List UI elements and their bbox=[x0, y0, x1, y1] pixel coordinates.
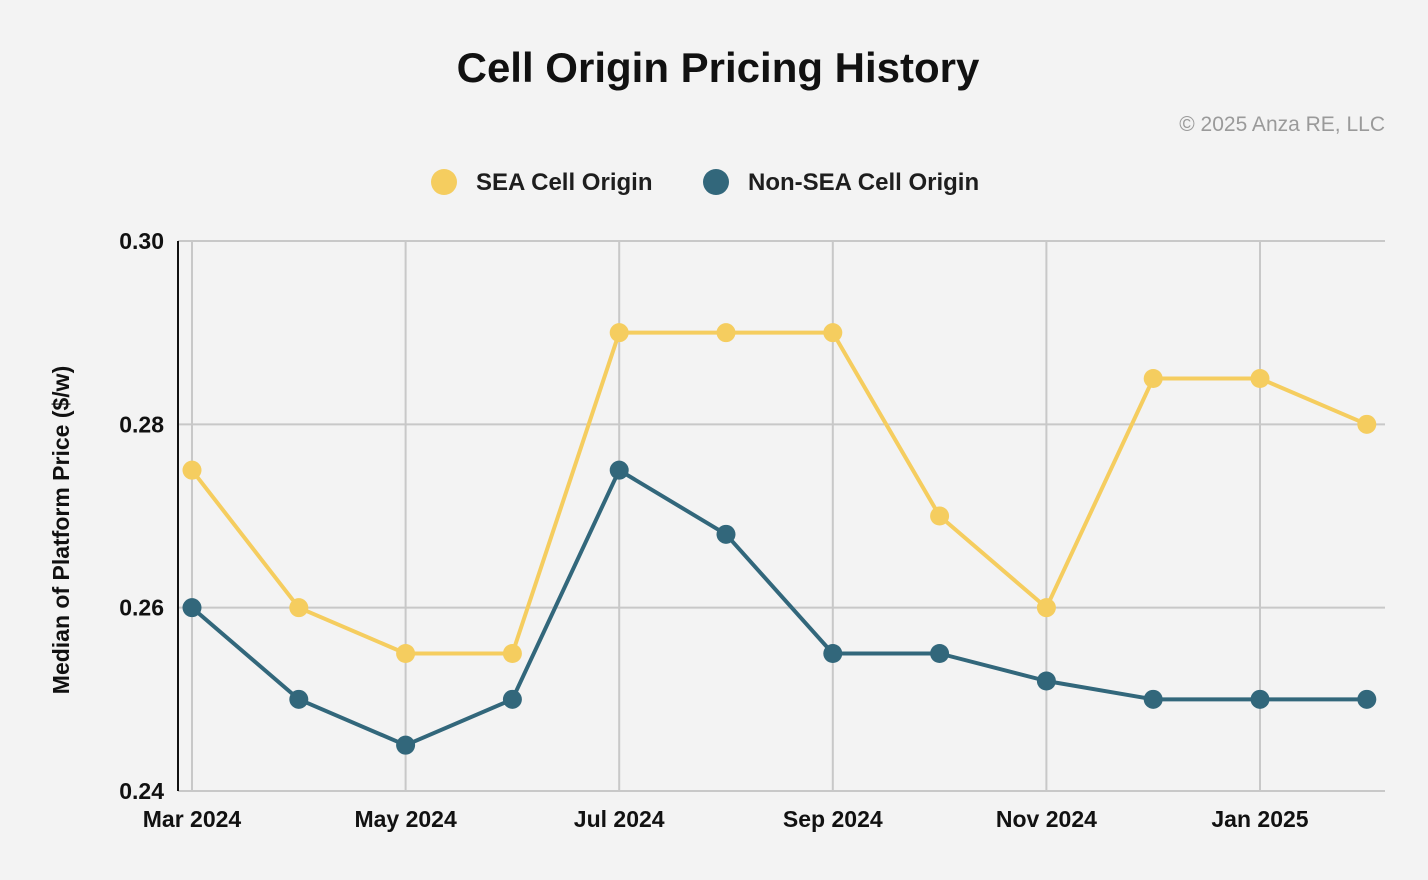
data-point-non-sea bbox=[396, 735, 416, 755]
data-point-non-sea bbox=[182, 598, 202, 618]
data-point-non-sea bbox=[289, 689, 309, 709]
data-point-sea bbox=[609, 323, 629, 343]
x-tick-label: Mar 2024 bbox=[143, 806, 242, 832]
x-tick-label: Jul 2024 bbox=[574, 806, 665, 832]
legend-label-non-sea: Non-SEA Cell Origin bbox=[748, 169, 979, 196]
data-point-non-sea bbox=[716, 524, 736, 544]
data-point-non-sea bbox=[1250, 689, 1270, 709]
data-point-sea bbox=[930, 506, 950, 526]
y-tick-label: 0.26 bbox=[119, 595, 164, 621]
y-axis-title: Median of Platform Price ($/w) bbox=[48, 366, 74, 694]
data-point-non-sea bbox=[502, 689, 522, 709]
series-line-sea bbox=[190, 330, 1369, 656]
data-point-sea bbox=[502, 644, 522, 663]
data-point-sea bbox=[396, 644, 416, 663]
legend-swatch-sea bbox=[431, 169, 457, 195]
data-point-sea bbox=[823, 323, 843, 343]
data-point-sea bbox=[716, 323, 736, 343]
chart-title: Cell Origin Pricing History bbox=[457, 44, 980, 91]
legend-swatch-non-sea bbox=[703, 169, 729, 195]
legend-label-sea: SEA Cell Origin bbox=[476, 169, 652, 196]
data-point-sea bbox=[182, 460, 202, 480]
x-tick-label: May 2024 bbox=[354, 806, 457, 832]
legend: SEA Cell Origin Non-SEA Cell Origin bbox=[431, 169, 979, 196]
data-point-non-sea bbox=[1036, 671, 1056, 691]
copyright-notice: © 2025 Anza RE, LLC bbox=[1179, 113, 1385, 136]
data-point-sea bbox=[1250, 369, 1270, 388]
data-point-non-sea bbox=[1143, 689, 1163, 709]
y-tick-label: 0.30 bbox=[119, 228, 164, 254]
data-point-sea bbox=[1036, 598, 1056, 618]
x-tick-label: Sep 2024 bbox=[783, 806, 883, 832]
data-point-non-sea bbox=[1357, 689, 1377, 709]
data-point-sea bbox=[1143, 369, 1163, 388]
x-tick-label: Nov 2024 bbox=[996, 806, 1097, 832]
data-point-non-sea bbox=[930, 644, 950, 663]
data-point-sea bbox=[1357, 414, 1377, 434]
data-point-sea bbox=[289, 598, 309, 618]
y-tick-label: 0.24 bbox=[119, 778, 164, 804]
y-tick-label: 0.28 bbox=[119, 411, 164, 437]
series-line-non-sea bbox=[190, 468, 1369, 748]
x-tick-label: Jan 2025 bbox=[1211, 806, 1308, 832]
data-point-non-sea bbox=[823, 644, 843, 663]
data-point-non-sea bbox=[609, 460, 629, 480]
plot-area: 0.24 0.26 0.28 0.30 Mar 2024 May 2024 Jul 2024… bbox=[119, 228, 1385, 832]
